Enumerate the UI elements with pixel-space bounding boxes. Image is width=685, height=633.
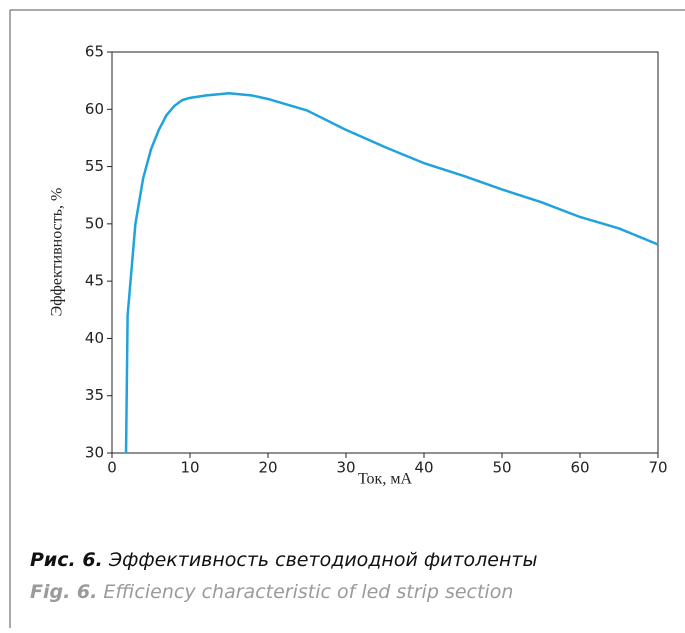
- x-tick-label: 10: [180, 459, 199, 477]
- y-tick-label: 50: [85, 214, 104, 232]
- y-tick-label: 35: [85, 386, 104, 404]
- caption-en-text: Efficiency characteristic of led strip s…: [103, 581, 513, 603]
- caption-en: Fig. 6. Efficiency characteristic of led…: [30, 581, 513, 603]
- y-tick-label: 40: [85, 329, 104, 347]
- y-axis-label: Эффективность, %: [49, 188, 66, 317]
- caption-ru-label: Рис. 6.: [30, 549, 103, 571]
- y-tick-label: 55: [85, 157, 104, 175]
- x-tick-label: 60: [570, 459, 589, 477]
- caption-ru-text: Эффективность светодиодной фитоленты: [108, 549, 538, 571]
- x-tick-label: 40: [414, 459, 433, 477]
- plot-frame: [111, 51, 659, 454]
- y-tick-label: 60: [85, 100, 104, 118]
- y-tick-label: 45: [85, 272, 104, 290]
- x-tick-label: 70: [648, 459, 667, 477]
- y-tick-label: 30: [85, 444, 104, 462]
- caption-ru: Рис. 6. Эффективность светодиодной фитол…: [30, 549, 537, 571]
- caption-en-label: Fig. 6.: [30, 581, 97, 603]
- line: [124, 91, 659, 454]
- x-tick-label: 20: [258, 459, 277, 477]
- x-tick-label: 30: [336, 459, 355, 477]
- x-tick-label: 50: [492, 459, 511, 477]
- x-tick-label: 0: [107, 459, 117, 477]
- y-tick-label: 65: [85, 43, 104, 61]
- x-axis-label: Ток, мА: [358, 471, 412, 488]
